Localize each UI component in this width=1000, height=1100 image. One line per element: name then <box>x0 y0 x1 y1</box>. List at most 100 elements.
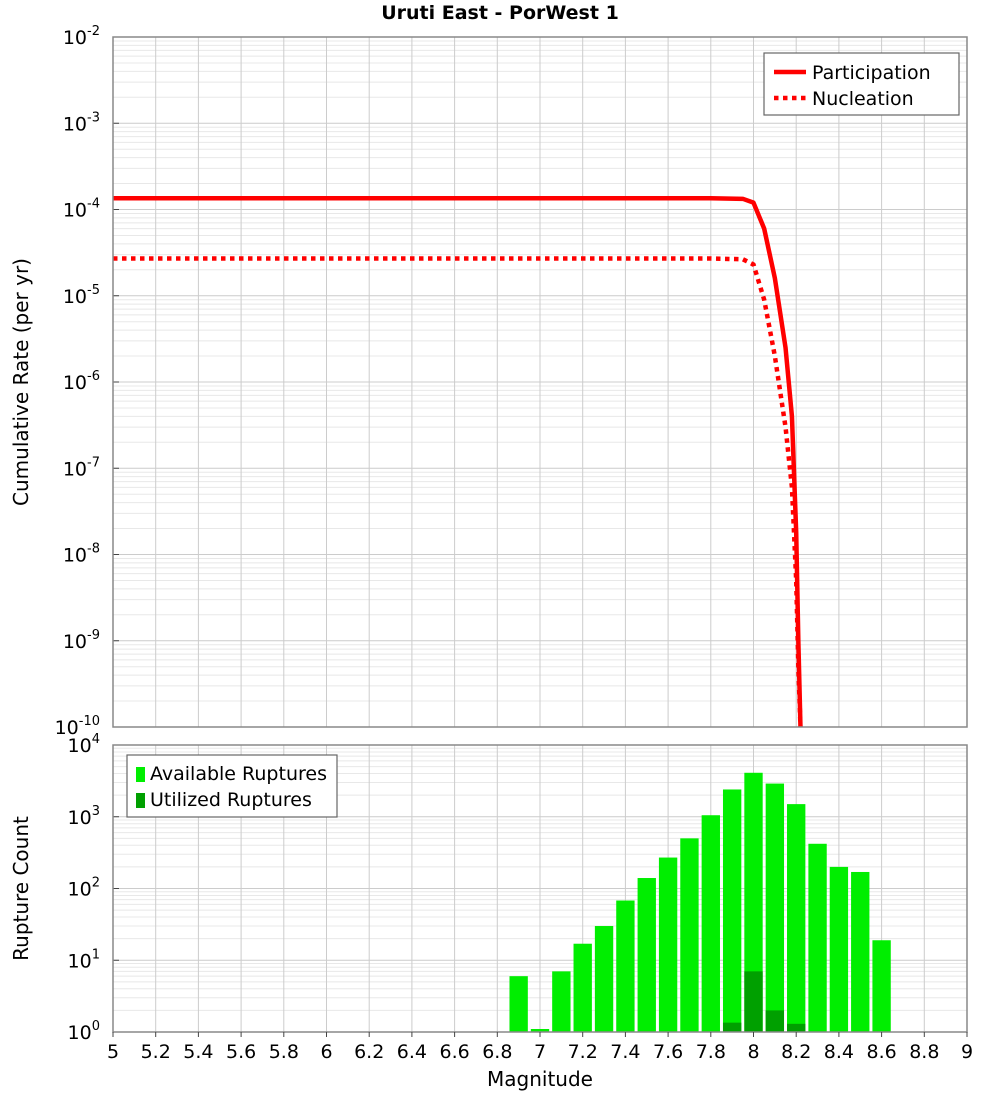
legend-swatch-utilized <box>136 793 145 808</box>
top-legend-box <box>763 52 960 116</box>
bar-available <box>680 838 699 1032</box>
top-y-tick-label: 10-2 <box>63 24 100 49</box>
bar-group <box>509 772 891 1032</box>
bottom-y-tick-label: 102 <box>68 876 100 901</box>
tick-mantissa: 10 <box>63 631 87 653</box>
bar-utilized <box>787 1023 806 1032</box>
tick-exponent: -3 <box>87 110 100 125</box>
x-tick-label: 5.4 <box>183 1041 213 1063</box>
top-y-tick-label: 10-6 <box>63 369 100 394</box>
bar-available <box>765 783 785 1032</box>
tick-exponent: 1 <box>92 947 100 962</box>
x-tick-label: 7.2 <box>568 1041 598 1063</box>
bar-available <box>530 1029 550 1032</box>
top-y-tick-label: 10-4 <box>63 197 100 222</box>
bottom-y-axis-label: Rupture Count <box>9 816 33 961</box>
top-legend: Participation Nucleation <box>763 52 960 116</box>
bar-available <box>701 815 720 1032</box>
page-title: Uruti East - PorWest 1 <box>381 2 619 24</box>
top-y-axis-label: Cumulative Rate (per yr) <box>9 258 33 506</box>
x-tick-label: 8.6 <box>866 1041 896 1063</box>
x-tick-label: 7.4 <box>610 1041 640 1063</box>
tick-mantissa: 10 <box>55 717 79 739</box>
bar-available <box>829 866 849 1032</box>
tick-mantissa: 10 <box>63 545 87 567</box>
bar-available <box>509 976 528 1032</box>
bar-available <box>573 943 592 1032</box>
x-tick-label: 8.8 <box>909 1041 939 1063</box>
tick-mantissa: 10 <box>68 950 92 972</box>
tick-mantissa: 10 <box>63 113 87 135</box>
bar-utilized <box>765 1010 785 1032</box>
tick-exponent: -6 <box>87 369 100 384</box>
bottom-legend-label: Utilized Ruptures <box>150 789 312 811</box>
tick-mantissa: 10 <box>68 1022 92 1044</box>
bottom-legend: Available Ruptures Utilized Ruptures <box>126 754 338 818</box>
tick-exponent: -2 <box>87 24 100 39</box>
x-tick-label: 7.6 <box>653 1041 683 1063</box>
bar-available <box>616 900 635 1032</box>
tick-exponent: 4 <box>92 732 100 747</box>
x-tick-label: 8.4 <box>824 1041 854 1063</box>
tick-mantissa: 10 <box>68 735 92 757</box>
x-tick-label: 5.8 <box>269 1041 299 1063</box>
top-y-tick-label: 10-3 <box>63 110 100 135</box>
tick-mantissa: 10 <box>63 200 87 222</box>
bottom-legend-label: Available Ruptures <box>150 763 327 785</box>
bar-available <box>594 926 614 1032</box>
tick-mantissa: 10 <box>63 27 87 49</box>
top-y-tick-label: 10-5 <box>63 283 100 308</box>
x-axis-label: Magnitude <box>487 1067 593 1091</box>
bottom-legend-box <box>126 754 338 818</box>
top-legend-label: Nucleation <box>812 88 914 110</box>
x-tick-label: 9 <box>961 1041 973 1063</box>
top-y-tick-label: 10-10 <box>55 714 100 739</box>
top-legend-label: Participation <box>812 62 931 84</box>
bar-available <box>851 871 870 1032</box>
bar-available <box>744 772 763 1032</box>
top-panel: 10-210-310-410-510-610-710-810-910-10Cum… <box>9 24 968 739</box>
top-plot-frame <box>112 36 968 728</box>
tick-exponent: -9 <box>87 628 100 643</box>
tick-exponent: -4 <box>87 197 100 212</box>
top-y-tick-label: 10-7 <box>63 455 100 480</box>
bar-available <box>787 804 806 1032</box>
x-tick-label: 6.8 <box>482 1041 512 1063</box>
bottom-y-tick-label: 103 <box>68 804 100 829</box>
x-tick-label: 6 <box>320 1041 332 1063</box>
tick-exponent: -7 <box>87 455 100 470</box>
bar-available <box>808 843 827 1032</box>
x-tick-label: 5.6 <box>226 1041 256 1063</box>
bottom-y-tick-label: 101 <box>68 947 100 972</box>
bar-available <box>658 857 678 1032</box>
bar-available <box>552 971 571 1032</box>
bar-available <box>637 878 656 1032</box>
x-tick-label: 5.2 <box>141 1041 171 1063</box>
bottom-y-tick-label: 104 <box>68 732 100 757</box>
tick-mantissa: 10 <box>63 372 87 394</box>
bar-available <box>872 940 891 1032</box>
top-vertical-gridlines <box>112 37 968 727</box>
bar-utilized <box>722 1022 742 1032</box>
tick-mantissa: 10 <box>63 458 87 480</box>
top-y-tick-label: 10-8 <box>63 542 100 567</box>
tick-mantissa: 10 <box>63 286 87 308</box>
top-y-tick-label: 10-9 <box>63 628 100 653</box>
legend-swatch-available <box>136 767 145 782</box>
x-axis-ticks: 5 5.2 5.4 5.6 5.8 6 6.2 6.4 6.6 6.8 7 7.2 7.4 7.6 7.8 8… <box>107 1032 973 1063</box>
x-tick-label: 7 <box>534 1041 546 1063</box>
bottom-y-tick-label: 100 <box>68 1019 100 1044</box>
bar-available <box>722 789 742 1032</box>
top-series-group <box>113 196 803 728</box>
tick-exponent: -8 <box>87 542 100 557</box>
x-tick-label: 7.8 <box>696 1041 726 1063</box>
tick-exponent: 2 <box>92 876 100 891</box>
tick-mantissa: 10 <box>68 807 92 829</box>
bar-utilized <box>744 971 763 1032</box>
tick-exponent: -5 <box>87 283 100 298</box>
tick-exponent: 0 <box>92 1019 100 1034</box>
tick-exponent: -10 <box>79 714 100 729</box>
